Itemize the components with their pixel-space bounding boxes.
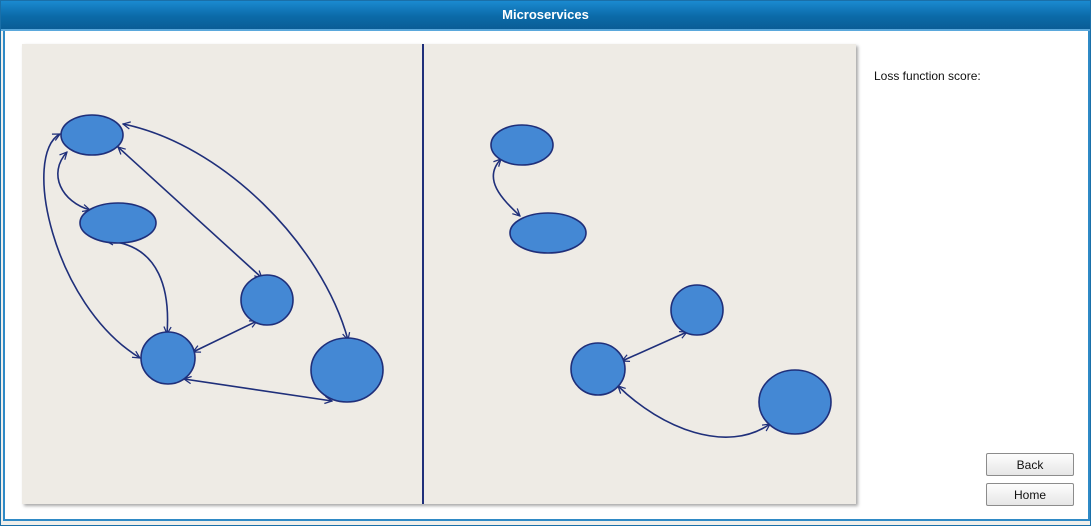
edge-f-g (492, 159, 520, 216)
loss-function-label: Loss function score: (874, 69, 981, 83)
graph-node[interactable] (79, 202, 157, 244)
graph-node[interactable] (60, 114, 124, 156)
graph-node[interactable] (240, 274, 294, 326)
graph-drawing (43, 44, 832, 504)
edge-a-b (57, 152, 90, 210)
edge-d-e (184, 379, 332, 401)
title-bar: Microservices (1, 1, 1090, 31)
graph-node[interactable] (570, 342, 626, 396)
edge-i-j (618, 386, 770, 438)
edge-c-d (193, 321, 257, 352)
graph-node[interactable] (758, 369, 832, 435)
graph-node[interactable] (310, 337, 384, 403)
edge-b-d (106, 241, 168, 334)
edge-h-i (622, 332, 687, 361)
graph-canvas (22, 44, 856, 504)
graph-node[interactable] (670, 284, 724, 336)
graph-node[interactable] (140, 331, 196, 385)
graph-node[interactable] (490, 124, 554, 166)
back-button[interactable]: Back (986, 453, 1074, 476)
window-title: Microservices (502, 7, 589, 22)
graph-node[interactable] (509, 212, 587, 254)
edge-a-e (123, 124, 348, 340)
home-button[interactable]: Home (986, 483, 1074, 506)
